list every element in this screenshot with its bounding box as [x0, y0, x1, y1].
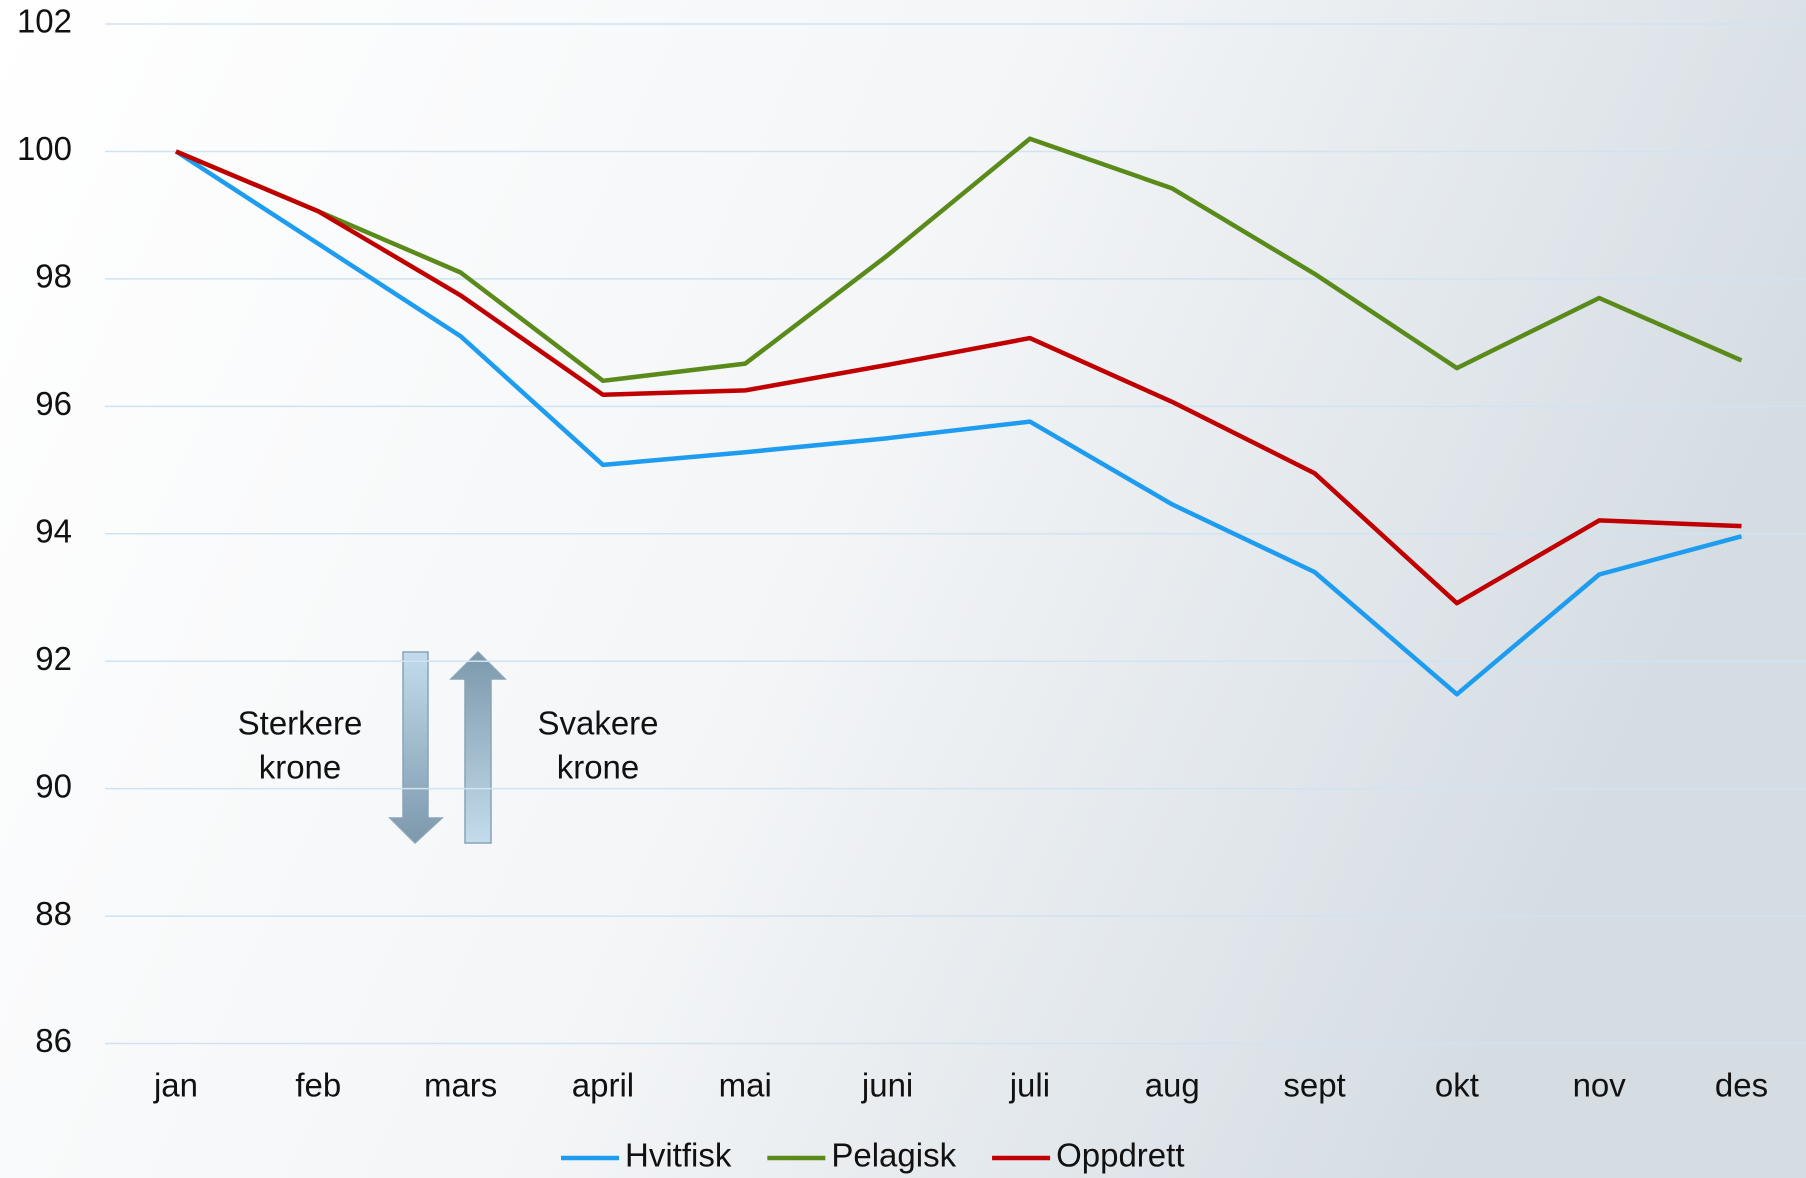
- y-tick-label: 92: [35, 640, 72, 677]
- data-line: [174, 149, 1743, 697]
- y-tick-label: 102: [17, 3, 72, 40]
- x-tick-label: sept: [1283, 1067, 1345, 1104]
- data-line: [175, 136, 1743, 384]
- y-tick-label: 94: [35, 512, 72, 549]
- x-tick-label: nov: [1573, 1067, 1627, 1104]
- data-line: [175, 149, 1742, 606]
- annotation: krone: [259, 749, 342, 786]
- up-arrow: [449, 650, 507, 844]
- legend-label: Oppdrett: [1056, 1137, 1184, 1174]
- y-tick-label: 88: [35, 895, 72, 932]
- x-tick-label: april: [572, 1067, 634, 1104]
- annotation: krone: [557, 749, 640, 786]
- y-tick-label: 86: [35, 1022, 72, 1059]
- y-tick-label: 96: [35, 385, 72, 422]
- x-tick-label: okt: [1435, 1067, 1479, 1104]
- down-arrow: [388, 651, 444, 845]
- x-tick-label: mai: [719, 1067, 772, 1104]
- legend-label: Pelagisk: [831, 1137, 956, 1174]
- x-tick-label: mars: [424, 1067, 497, 1104]
- x-tick-label: jan: [153, 1067, 198, 1104]
- y-tick-label: 100: [17, 130, 72, 167]
- x-tick-label: aug: [1145, 1067, 1200, 1104]
- annotation: Svakere: [537, 705, 658, 742]
- annotation: Sterkere: [238, 705, 363, 742]
- x-tick-label: juli: [1009, 1067, 1050, 1104]
- y-tick-label: 98: [35, 258, 72, 295]
- x-tick-label: des: [1715, 1067, 1768, 1104]
- x-tick-label: juni: [861, 1067, 913, 1104]
- x-tick-label: feb: [295, 1067, 341, 1104]
- y-tick-label: 90: [35, 767, 72, 804]
- legend-label: Hvitfisk: [625, 1137, 732, 1174]
